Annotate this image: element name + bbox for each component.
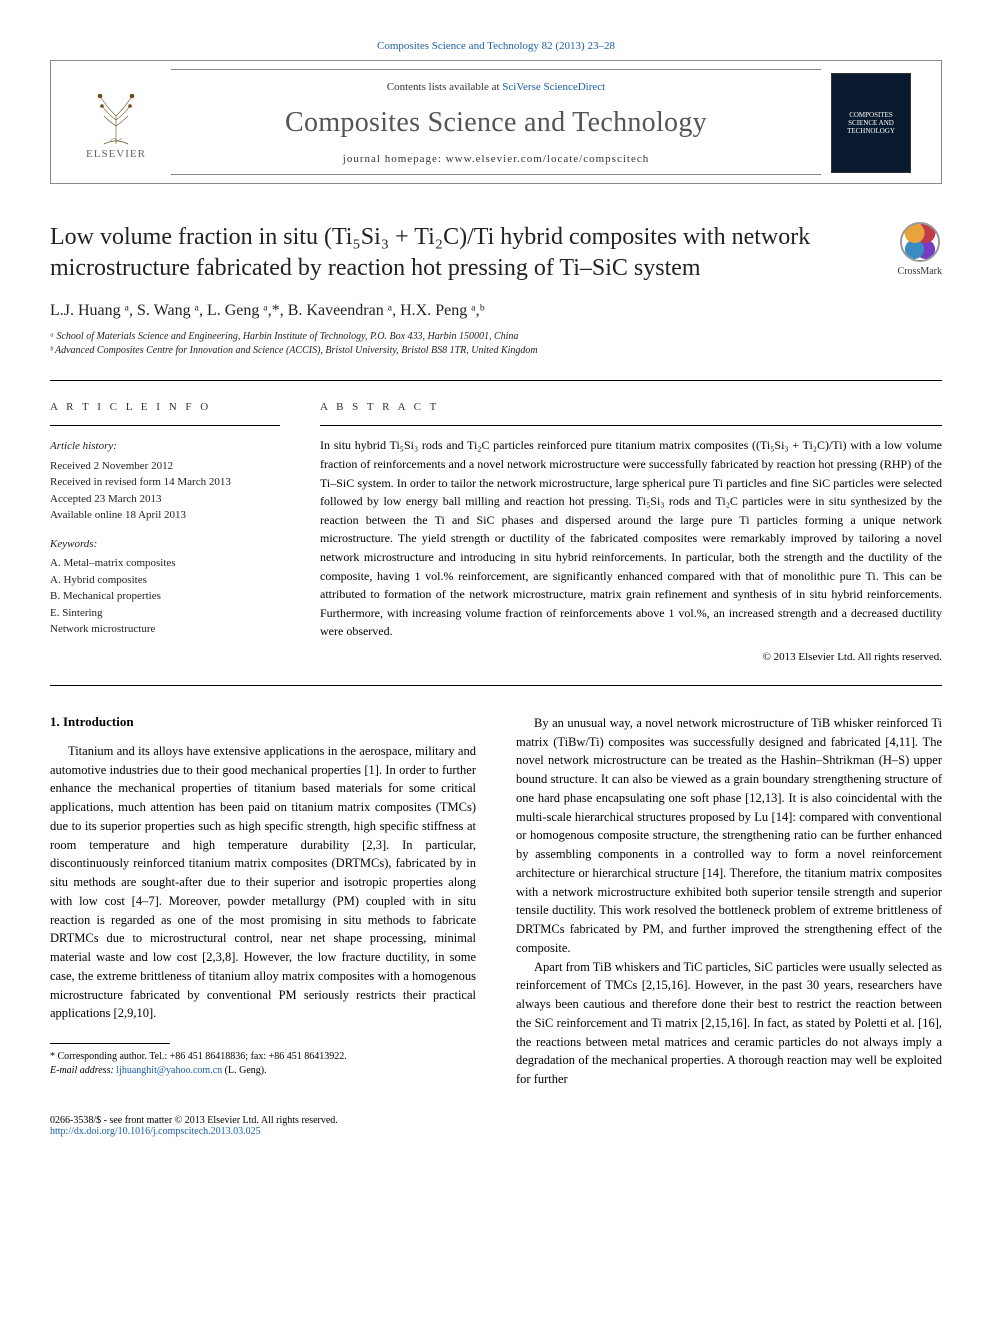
article-title: Low volume fraction in situ (Ti₅Si₃ + Ti…: [50, 222, 868, 284]
contents-line: Contents lists available at SciVerse Sci…: [181, 81, 811, 93]
journal-thumb-text: COMPOSITES SCIENCE AND TECHNOLOGY: [836, 111, 906, 135]
footnote: * Corresponding author. Tel.: +86 451 86…: [50, 1050, 476, 1078]
history-online: Available online 18 April 2013: [50, 507, 280, 524]
journal-cover-thumb: COMPOSITES SCIENCE AND TECHNOLOGY: [831, 73, 911, 173]
history-received: Received 2 November 2012: [50, 458, 280, 475]
abstract-head: A B S T R A C T: [320, 401, 942, 413]
contents-prefix: Contents lists available at: [387, 81, 502, 93]
info-rule-right: [320, 425, 942, 426]
issn-line: 0266-3538/$ - see front matter © 2013 El…: [50, 1115, 338, 1126]
email-tail: (L. Geng).: [222, 1065, 266, 1076]
affiliation-a: ᵃ School of Materials Science and Engine…: [50, 330, 942, 344]
authors-line: L.J. Huang ᵃ, S. Wang ᵃ, L. Geng ᵃ,*, B.…: [50, 302, 942, 320]
body-column-left: 1. Introduction Titanium and its alloys …: [50, 714, 476, 1089]
keyword-3: E. Sintering: [50, 605, 280, 622]
crossmark-icon: [900, 222, 940, 262]
intro-para-2: By an unusual way, a novel network micro…: [516, 714, 942, 958]
homepage-line: journal homepage: www.elsevier.com/locat…: [181, 153, 811, 165]
article-history: Article history: Received 2 November 201…: [50, 438, 280, 638]
keyword-1: A. Hybrid composites: [50, 572, 280, 589]
copyright: © 2013 Elsevier Ltd. All rights reserved…: [320, 651, 942, 663]
publisher-tree-icon: [86, 86, 146, 146]
header-rule-bottom: [171, 174, 821, 175]
article-info-head: A R T I C L E I N F O: [50, 401, 280, 413]
crossmark-label: CrossMark: [898, 266, 942, 277]
intro-para-3: Apart from TiB whiskers and TiC particle…: [516, 958, 942, 1089]
journal-name: Composites Science and Technology: [181, 107, 811, 139]
publisher-logo: ELSEVIER: [71, 86, 161, 160]
footnote-rule: [50, 1043, 170, 1044]
corr-email-link[interactable]: ljhuanghit@yahoo.com.cn: [116, 1065, 222, 1076]
page-footer: 0266-3538/$ - see front matter © 2013 El…: [50, 1115, 942, 1137]
history-revised: Received in revised form 14 March 2013: [50, 474, 280, 491]
history-head: Article history:: [50, 438, 280, 455]
doi-link[interactable]: http://dx.doi.org/10.1016/j.compscitech.…: [50, 1126, 338, 1137]
keywords-head: Keywords:: [50, 536, 280, 553]
publisher-name: ELSEVIER: [71, 148, 161, 160]
email-label: E-mail address:: [50, 1065, 116, 1076]
affiliation-b: ᵇ Advanced Composites Centre for Innovat…: [50, 344, 942, 358]
keyword-4: Network microstructure: [50, 621, 280, 638]
rule-1: [50, 380, 942, 381]
history-accepted: Accepted 23 March 2013: [50, 491, 280, 508]
affiliations: ᵃ School of Materials Science and Engine…: [50, 330, 942, 358]
journal-reference: Composites Science and Technology 82 (20…: [50, 40, 942, 52]
keyword-2: B. Mechanical properties: [50, 588, 280, 605]
homepage-prefix: journal homepage:: [343, 153, 446, 165]
rule-2: [50, 685, 942, 686]
keyword-0: A. Metal–matrix composites: [50, 555, 280, 572]
body-column-right: By an unusual way, a novel network micro…: [516, 714, 942, 1089]
header-rule-top: [171, 69, 821, 70]
corr-author-line: * Corresponding author. Tel.: +86 451 86…: [50, 1050, 476, 1064]
intro-para-1: Titanium and its alloys have extensive a…: [50, 742, 476, 1023]
homepage-url: www.elsevier.com/locate/compscitech: [446, 153, 650, 165]
abstract-text: In situ hybrid Ti₅Si₃ rods and Ti₂C part…: [320, 436, 942, 641]
sciencedirect-link[interactable]: SciVerse ScienceDirect: [502, 81, 605, 93]
crossmark[interactable]: CrossMark: [898, 222, 942, 284]
info-rule-left: [50, 425, 280, 426]
journal-header: ELSEVIER Contents lists available at Sci…: [50, 60, 942, 184]
section-1-heading: 1. Introduction: [50, 714, 476, 730]
journal-ref-link[interactable]: Composites Science and Technology 82 (20…: [377, 40, 615, 52]
